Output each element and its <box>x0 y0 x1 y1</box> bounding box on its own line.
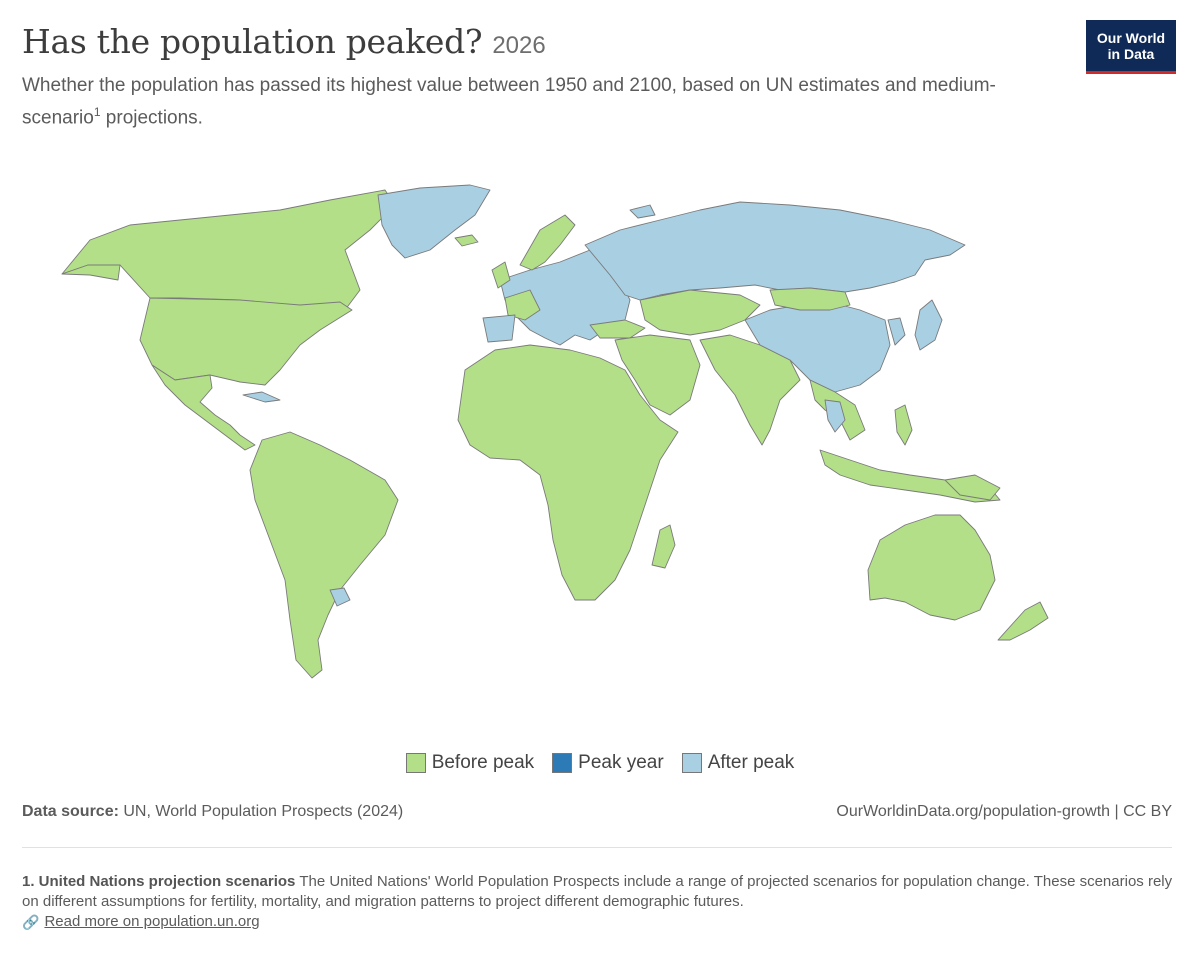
logo-line1: Our World <box>1096 29 1166 46</box>
region-iberia[interactable] <box>482 314 516 343</box>
legend-item-after-peak[interactable]: After peak <box>681 752 795 774</box>
data-source-text[interactable]: UN, World Population Prospects (2024) <box>123 803 404 820</box>
read-more-link[interactable]: Read more on population.un.org <box>44 913 260 930</box>
region-south-america[interactable] <box>249 431 399 679</box>
title-row: Has the population peaked? 2026 <box>22 22 1062 61</box>
region-canada[interactable] <box>61 189 396 316</box>
subtitle-main: Whether the population has passed its hi… <box>22 75 996 129</box>
world-map-svg[interactable] <box>0 170 1200 730</box>
region-mexico-central-america[interactable] <box>151 364 256 451</box>
region-svalbard[interactable] <box>629 204 656 219</box>
url-separator: | <box>1114 803 1124 820</box>
data-source-label: Data source: <box>22 803 119 820</box>
region-thailand[interactable] <box>824 399 846 433</box>
chart-header: Has the population peaked? 2026 Whether … <box>22 22 1062 131</box>
region-iceland[interactable] <box>454 234 479 247</box>
chart-year: 2026 <box>492 32 546 59</box>
region-greenland[interactable] <box>377 184 491 259</box>
legend-swatch-before-peak <box>405 753 426 773</box>
legend-label-before-peak: Before peak <box>431 752 535 773</box>
owid-logo[interactable]: Our World in Data <box>1086 20 1176 74</box>
region-japan[interactable] <box>914 299 943 351</box>
region-philippines[interactable] <box>894 404 913 446</box>
region-mongolia[interactable] <box>769 287 851 311</box>
link-icon: 🔗 <box>22 914 40 930</box>
data-source: Data source: UN, World Population Prospe… <box>22 803 403 821</box>
source-url: OurWorldinData.org/population-growth | C… <box>836 803 1172 821</box>
footnote-heading: 1. United Nations projection scenarios <box>22 873 296 890</box>
region-korea[interactable] <box>887 317 906 346</box>
region-cuba[interactable] <box>242 391 281 403</box>
region-uruguay[interactable] <box>329 587 351 607</box>
region-middle-east[interactable] <box>614 334 701 416</box>
legend-item-peak-year[interactable]: Peak year <box>552 752 664 774</box>
legend-swatch-peak-year <box>552 753 573 773</box>
region-france[interactable] <box>504 289 541 321</box>
legend-swatch-after-peak <box>681 753 702 773</box>
footer-divider <box>22 847 1172 848</box>
region-central-asia[interactable] <box>639 289 761 336</box>
legend-item-before-peak[interactable]: Before peak <box>405 752 535 774</box>
world-map[interactable] <box>0 170 1200 730</box>
license-link[interactable]: CC BY <box>1123 803 1172 820</box>
logo-line2: in Data <box>1107 45 1155 62</box>
region-uk[interactable] <box>491 261 511 289</box>
map-legend: Before peak Peak year After peak <box>0 752 1200 774</box>
footnote-marker[interactable]: 1 <box>93 105 101 119</box>
region-usa[interactable] <box>139 297 353 386</box>
region-africa[interactable] <box>457 344 679 601</box>
chart-subtitle: Whether the population has passed its hi… <box>22 73 1032 131</box>
region-papua[interactable] <box>944 474 1001 501</box>
footnote-body: 1. United Nations projection scenarios T… <box>22 872 1182 912</box>
region-new-zealand[interactable] <box>997 601 1049 641</box>
legend-label-after-peak: After peak <box>707 752 795 773</box>
region-alaska[interactable] <box>61 264 121 281</box>
region-australia[interactable] <box>867 514 996 621</box>
region-turkey[interactable] <box>589 319 646 339</box>
read-more-row: 🔗 Read more on population.un.org <box>22 912 1182 932</box>
subtitle-end: projections. <box>100 107 203 129</box>
chart-title: Has the population peaked? <box>22 22 483 61</box>
region-south-asia[interactable] <box>699 334 801 446</box>
region-russia[interactable] <box>584 201 966 301</box>
region-madagascar[interactable] <box>651 524 676 569</box>
footnote-text: The United Nations' World Population Pro… <box>22 873 1173 910</box>
legend-label-peak-year: Peak year <box>578 752 664 773</box>
region-scandinavia-norway[interactable] <box>519 214 576 271</box>
footnote: 1. United Nations projection scenarios T… <box>22 872 1182 932</box>
owid-url-link[interactable]: OurWorldinData.org/population-growth <box>836 803 1111 820</box>
